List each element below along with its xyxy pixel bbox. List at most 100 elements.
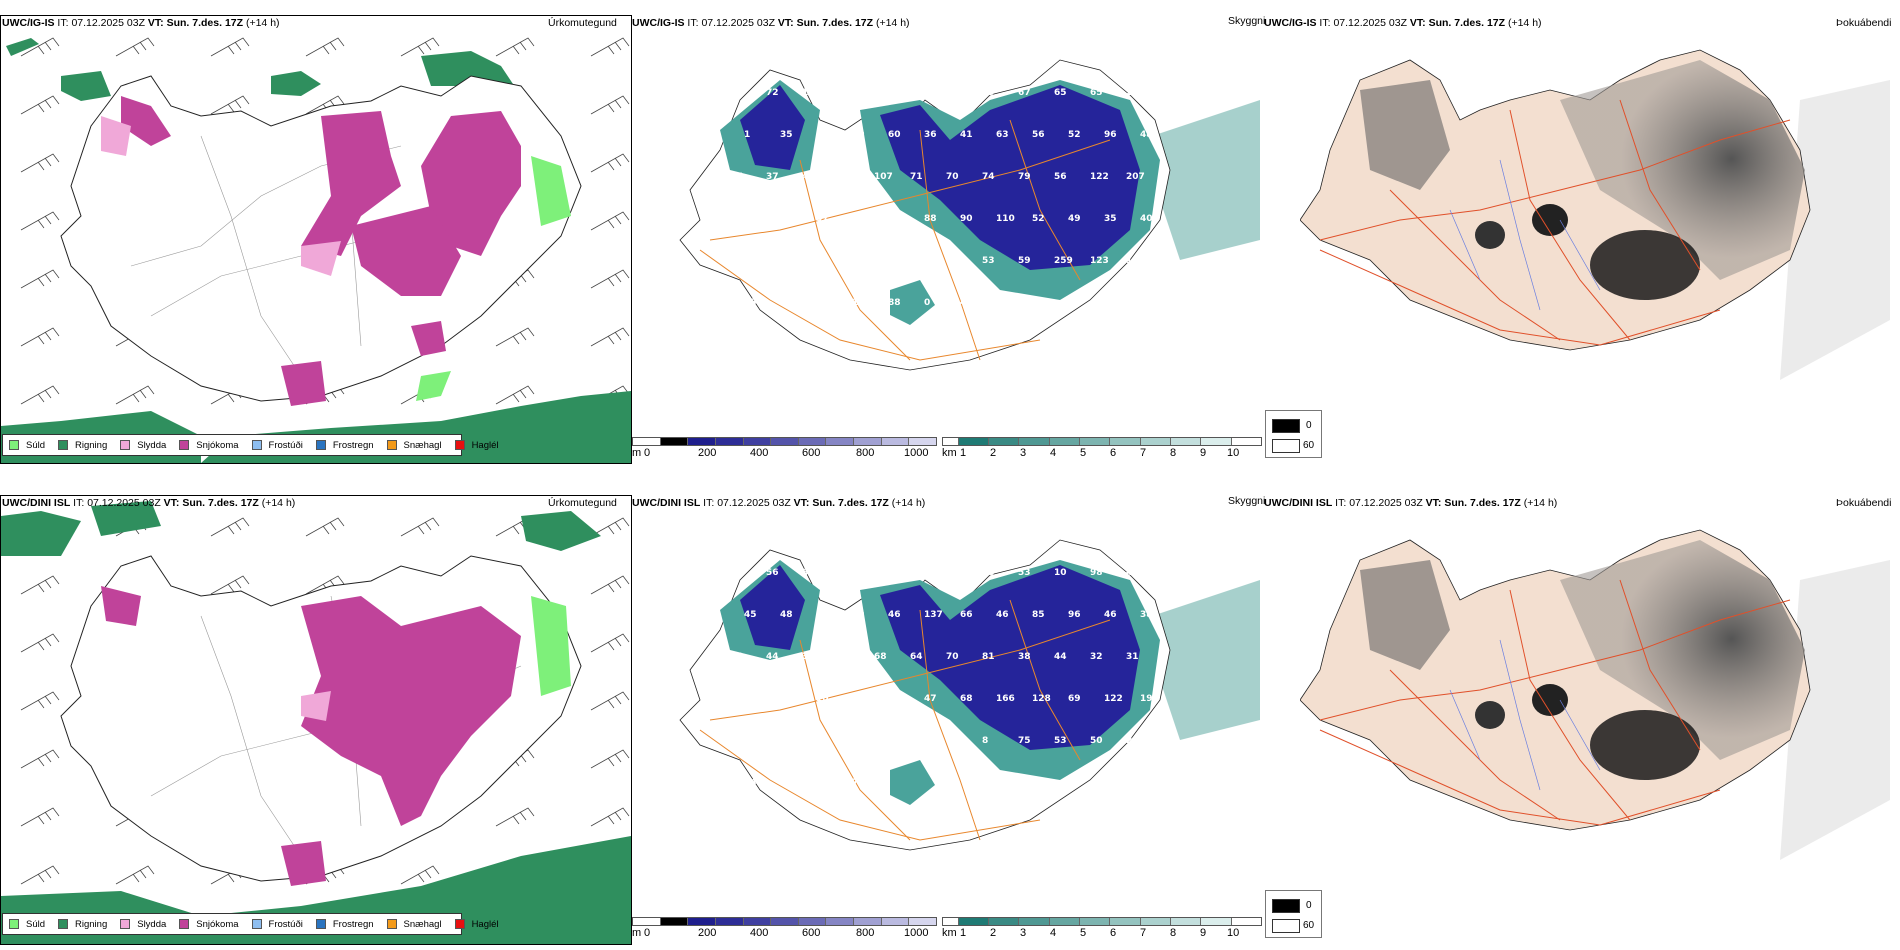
tick-label: 1000 [904, 927, 929, 939]
visibility-value-label: 110 [996, 214, 1015, 224]
visibility-value-label: 49 [1068, 214, 1081, 224]
legend-label: Frostúði [268, 918, 303, 930]
visibility-area [880, 565, 1140, 750]
rain-area [6, 38, 39, 56]
precip-type-map-bottom[interactable] [1, 496, 631, 944]
legend-swatch [454, 919, 465, 929]
tick-label: 1 [960, 927, 967, 939]
visibility-value-label: 73 [838, 652, 851, 662]
visibility-value-label: 72 [766, 88, 779, 98]
visibility-value-label: 45 [744, 610, 757, 620]
visibility-area [740, 565, 805, 650]
panel-header-top-2: UWC/IG-IS IT: 07.12.2025 03Z VT: Sun. 7.… [632, 17, 910, 30]
tick-label: 4 [1050, 447, 1057, 459]
vt-label: VT: Sun. 7.des. 17Z [793, 497, 889, 509]
tick-label: 9 [1200, 927, 1207, 939]
panel-title-visibility: Skyggni [1228, 15, 1266, 28]
visibility-value-label: 63 [996, 130, 1009, 140]
panel-title-fog-index: Þokuábendi [1836, 497, 1892, 510]
panel-header-top-3: UWC/IG-IS IT: 07.12.2025 03Z VT: Sun. 7.… [1264, 17, 1542, 30]
visibility-value-label: 56 [1054, 172, 1067, 182]
legend-label: Súld [26, 918, 46, 930]
visibility-value-label: 69 [802, 568, 815, 578]
road-line [1009, 119, 1081, 281]
rivers [1449, 639, 1601, 791]
visibility-value-label: 54 [802, 256, 815, 266]
precip-type-map-top[interactable] [1, 16, 631, 463]
legend-swatch [179, 440, 190, 450]
visibility-value-label: 122 [1090, 172, 1109, 182]
fog-index-map-bottom[interactable] [1300, 520, 1890, 910]
it-value: 07.12.2025 03Z [71, 17, 145, 29]
visibility-value-label: 68 [946, 256, 959, 266]
dense-fog-area [1475, 221, 1505, 249]
roads [699, 119, 1111, 361]
visibility-area [890, 280, 935, 325]
vt-label: VT: Sun. 7.des. 17Z [777, 17, 874, 29]
legend-swatch [9, 440, 19, 450]
legend-item: Frostregn [315, 918, 374, 930]
drizzle-area [531, 156, 571, 226]
visibility-value-label: 98 [1090, 568, 1103, 578]
visibility-value-label: 68 [960, 694, 973, 704]
visibility-value-label: 75 [1018, 736, 1031, 746]
visibility-value-label: 96 [1104, 130, 1117, 140]
river-line [1449, 689, 1481, 761]
tick-label: 6 [1110, 927, 1117, 939]
legend-label: Frostregn [332, 439, 374, 451]
visibility-value-label: 53 [1018, 568, 1031, 578]
visibility-value-label: 83 [730, 88, 743, 98]
it-value: 07.12.2025 03Z [1349, 497, 1423, 509]
roads [1319, 579, 1791, 826]
tick-label: 6 [1110, 447, 1117, 459]
visibility-value-label: 46 [888, 610, 901, 620]
visibility-value-label: 85 [1032, 610, 1045, 620]
model-name: UWC/IG-IS [632, 17, 685, 29]
legend-label: Súld [26, 439, 46, 451]
legend-item: Frostúði [251, 440, 303, 451]
road-line [919, 129, 981, 361]
it-label: IT: [687, 17, 699, 29]
legend-label: Haglél [471, 439, 499, 451]
model-name: UWC/DINI ISL [632, 497, 701, 509]
visibility-value-label: 59 [730, 568, 743, 578]
visibility-value-label: 96 [1068, 610, 1081, 620]
lead-time: (+14 h) [245, 17, 280, 29]
visibility-value-label: 197 [910, 736, 929, 746]
sea-low-visibility [1140, 580, 1260, 740]
visibility-map-top[interactable]: 83 72 103 43 81 54 75 89 67 65 65 28 1 35 55 50 60 36 41 63… [660, 40, 1260, 420]
drizzle-area [531, 596, 571, 696]
legend-label: Frostregn [332, 918, 374, 930]
visibility-value-label: 50 [744, 694, 757, 704]
visibility-value-label: 67 [1018, 88, 1031, 98]
river-line [1499, 639, 1541, 791]
fog-index-map-top[interactable] [1300, 40, 1890, 430]
visibility-value-label: 27 [910, 568, 923, 578]
visibility-value-label: 52 [1032, 214, 1045, 224]
rain-area [61, 71, 111, 101]
visibility-value-label: 227 [1126, 736, 1145, 746]
legend-swatch [251, 440, 262, 450]
visibility-map-bottom[interactable]: 59 56 69 84 83 27 91 85 53 10 98 47 45 48 63 39 46 137 66 4… [660, 520, 1260, 900]
visibility-value-label: 38 [1140, 610, 1153, 620]
legend-item: Snæhagl [386, 440, 442, 451]
visibility-value-label: 207 [1126, 172, 1145, 182]
road-line [1389, 189, 1561, 341]
sea-low-visibility [1140, 100, 1260, 260]
road-line [1009, 599, 1081, 761]
visibility-value-label: 48 [1140, 130, 1153, 140]
panel-header-top-1: UWC/IG-IS IT: 07.12.2025 03Z VT: Sun. 7.… [2, 17, 280, 30]
visibility-value-label: 88 [924, 214, 937, 224]
fog-scale-min: 0 [1306, 420, 1312, 431]
snow-area [301, 111, 401, 256]
visibility-value-label: 41 [960, 130, 973, 140]
visibility-value-label: 269 [780, 694, 799, 704]
snow-area [281, 841, 326, 886]
visibility-area [890, 760, 935, 805]
visibility-value-label: 92 [816, 298, 829, 308]
tick-label: 200 [698, 927, 717, 939]
visibility-value-label: 40 [960, 298, 973, 308]
road-line [1619, 579, 1701, 751]
legend-swatch [120, 440, 131, 450]
visibility-value-label: 53 [1054, 736, 1067, 746]
